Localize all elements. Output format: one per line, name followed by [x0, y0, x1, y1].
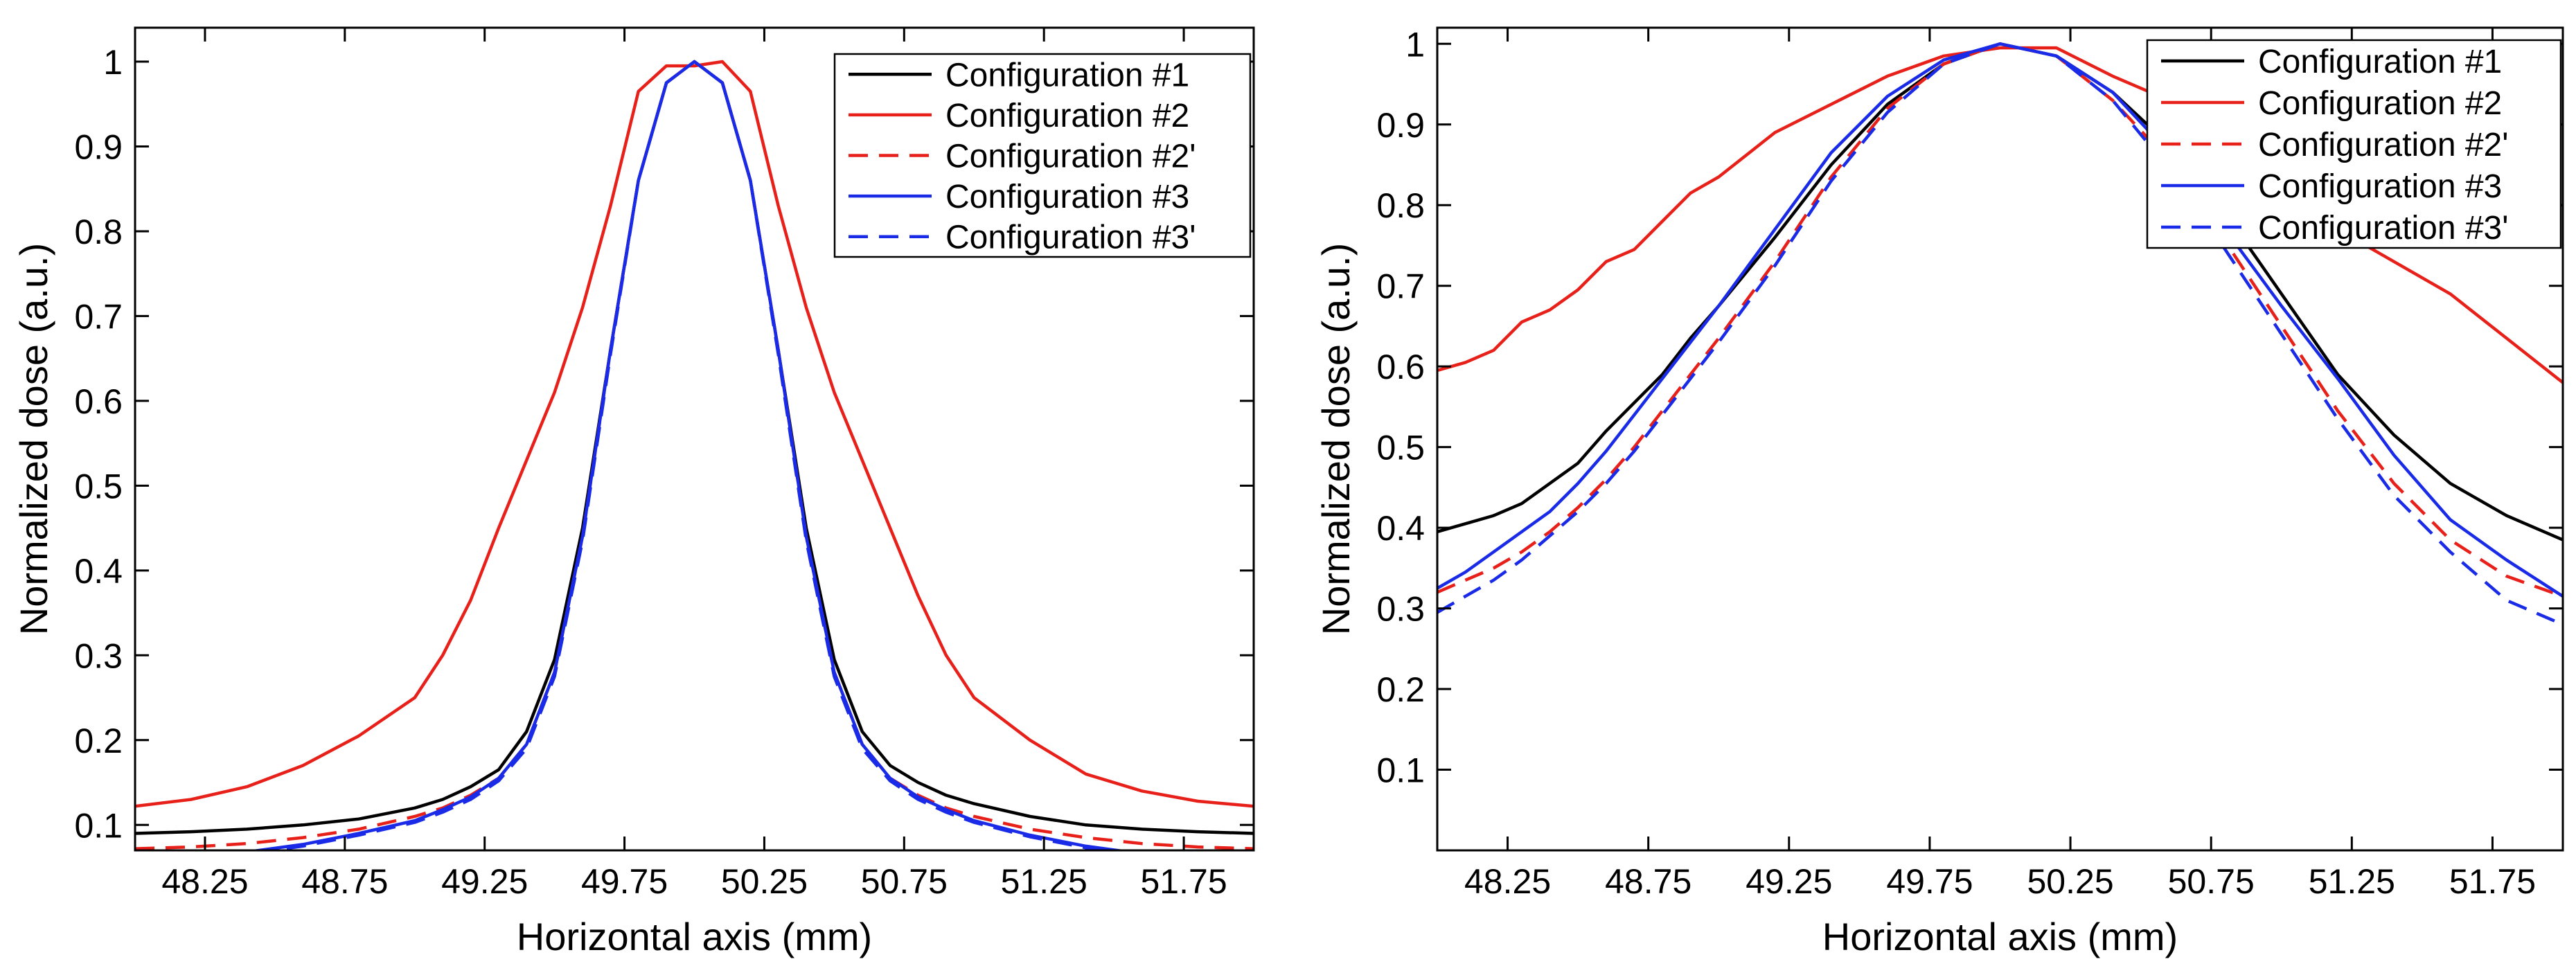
dose-profile-chart-right: 48.25 48.75 49.25 49.75 50.25 50.75 51.25 51.75… [1314, 25, 2564, 958]
x-tick-label: 50.75 [861, 862, 948, 901]
plot-frame [134, 26, 1255, 852]
x-axis-title: Horizontal axis (mm) [517, 915, 872, 958]
y-tick-label: 0.6 [1376, 348, 1425, 386]
y-tick-label: 0.6 [74, 382, 123, 421]
y-tick-label: 0.7 [74, 297, 123, 336]
y-tick-label: 0.1 [1376, 751, 1425, 790]
x-tick-label: 49.75 [1886, 862, 1973, 901]
y-tick-label: 0.8 [74, 213, 123, 251]
y-tick-label: 0.3 [1376, 590, 1425, 629]
x-tick-label: 49.25 [441, 862, 528, 901]
legend-label-3: Configuration #2' [2258, 127, 2508, 163]
legend-box [2146, 39, 2562, 249]
x-tick-label: 51.75 [2449, 862, 2536, 901]
dose-profile-chart-left: 48.25 48.75 49.25 49.75 50.25 50.75 51.25 51.75… [12, 26, 1255, 958]
x-tick-label: 50.75 [2168, 862, 2255, 901]
legend-label-4: Configuration #3 [2258, 168, 2502, 205]
legend-label-5: Configuration #3' [2258, 210, 2508, 247]
x-tick-label: 48.25 [1464, 862, 1551, 901]
plot-frame [1436, 26, 2564, 852]
legend-label-1: Configuration #1 [945, 57, 1189, 93]
y-tick-label: 0.8 [1376, 186, 1425, 225]
legend: Configuration #1 Configuration #2 Configur… [2146, 39, 2562, 249]
y-tick-label: 1 [103, 43, 123, 82]
x-tick-label: 51.25 [2309, 862, 2395, 901]
legend-box [833, 53, 1252, 258]
y-tick-label: 0.5 [1376, 429, 1425, 467]
legend-label-3: Configuration #2' [945, 138, 1196, 175]
legend: Configuration #1 Configuration #2 Configur… [833, 53, 1252, 258]
legend-label-2: Configuration #2 [2258, 85, 2502, 122]
x-axis-title: Horizontal axis (mm) [1822, 915, 2178, 958]
legend-label-5: Configuration #3' [945, 220, 1196, 256]
series-line-2 [135, 60, 1254, 808]
y-tick-label: 0.4 [1376, 509, 1425, 548]
legend-label-2: Configuration #2 [945, 98, 1189, 134]
y-tick-label: 0.2 [74, 722, 123, 760]
series-line-5 [1437, 42, 2563, 626]
y-tick-label: 0.5 [74, 467, 123, 506]
series-line-4 [1437, 42, 2563, 598]
x-tick-label: 50.25 [2027, 862, 2114, 901]
x-tick-label: 48.25 [161, 862, 248, 901]
y-tick-label: 0.9 [1376, 106, 1425, 145]
y-axis-title: Normalized dose (a.u.) [1314, 243, 1358, 635]
y-tick-label: 0.9 [74, 127, 123, 166]
x-tick-label: 49.75 [581, 862, 668, 901]
y-tick-label: 0.4 [74, 552, 123, 591]
x-tick-label: 49.25 [1746, 862, 1832, 901]
series-line-3 [1437, 42, 2563, 598]
x-tick-label: 50.25 [721, 862, 808, 901]
y-axis-title: Normalized dose (a.u.) [12, 243, 55, 635]
x-tick-label: 51.75 [1141, 862, 1227, 901]
x-tick-label: 48.75 [1605, 862, 1691, 901]
x-tick-label: 51.25 [1001, 862, 1087, 901]
legend-label-4: Configuration #3 [945, 179, 1189, 215]
y-tick-label: 0.3 [74, 636, 123, 675]
y-tick-label: 0.7 [1376, 267, 1425, 306]
y-tick-label: 1 [1405, 25, 1425, 64]
series-group [135, 60, 1254, 850]
series-line-5 [260, 60, 1117, 850]
y-tick-label: 0.1 [74, 806, 123, 845]
y-tick-label: 0.2 [1376, 670, 1425, 709]
legend-label-1: Configuration #1 [2258, 44, 2502, 80]
series-line-1 [1437, 42, 2563, 542]
x-tick-label: 48.75 [301, 862, 388, 901]
